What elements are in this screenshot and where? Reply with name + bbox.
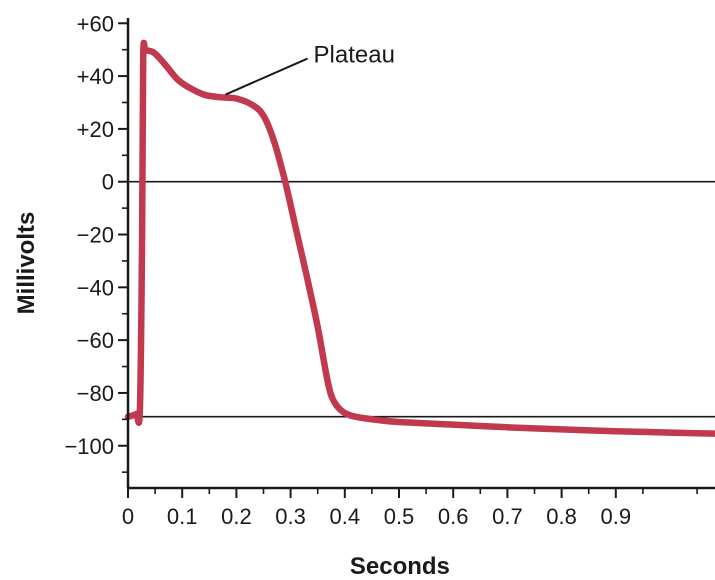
x-tick-label: 0.4 (330, 504, 361, 529)
x-tick-label: 0.6 (438, 504, 469, 529)
x-tick-label: 0.2 (221, 504, 252, 529)
y-ticks: +60 +40 +20 0 −20 −40 −60 −80 −100 (64, 11, 128, 473)
y-tick-label: +40 (77, 64, 114, 89)
x-axis-title: Seconds (350, 553, 450, 580)
x-tick-label: 0.8 (546, 504, 577, 529)
x-tick-label: 0.5 (384, 504, 415, 529)
y-tick-label: −100 (64, 434, 114, 459)
x-ticks: 0 0.1 0.2 0.3 0.4 0.5 0.6 0.7 0.8 0.9 (122, 488, 698, 529)
reference-lines (128, 180, 715, 418)
x-tick-label: 0.9 (601, 504, 632, 529)
x-tick-label: 0.7 (492, 504, 523, 529)
y-axis-title: Millivolts (13, 212, 40, 315)
y-tick-label: +20 (77, 117, 114, 142)
y-tick-label: −60 (77, 328, 114, 353)
y-tick-label: −40 (77, 275, 114, 300)
plateau-leader-line (225, 57, 308, 96)
series-line (124, 39, 715, 437)
x-tick-label: 0.1 (167, 504, 198, 529)
y-tick-label: +60 (77, 11, 114, 36)
x-tick-label: 0.3 (275, 504, 306, 529)
y-tick-label: 0 (102, 170, 114, 195)
y-tick-label: −20 (77, 223, 114, 248)
plateau-annotation: Plateau (314, 42, 395, 69)
y-tick-label: −80 (77, 381, 114, 406)
x-tick-label: 0 (122, 504, 134, 529)
